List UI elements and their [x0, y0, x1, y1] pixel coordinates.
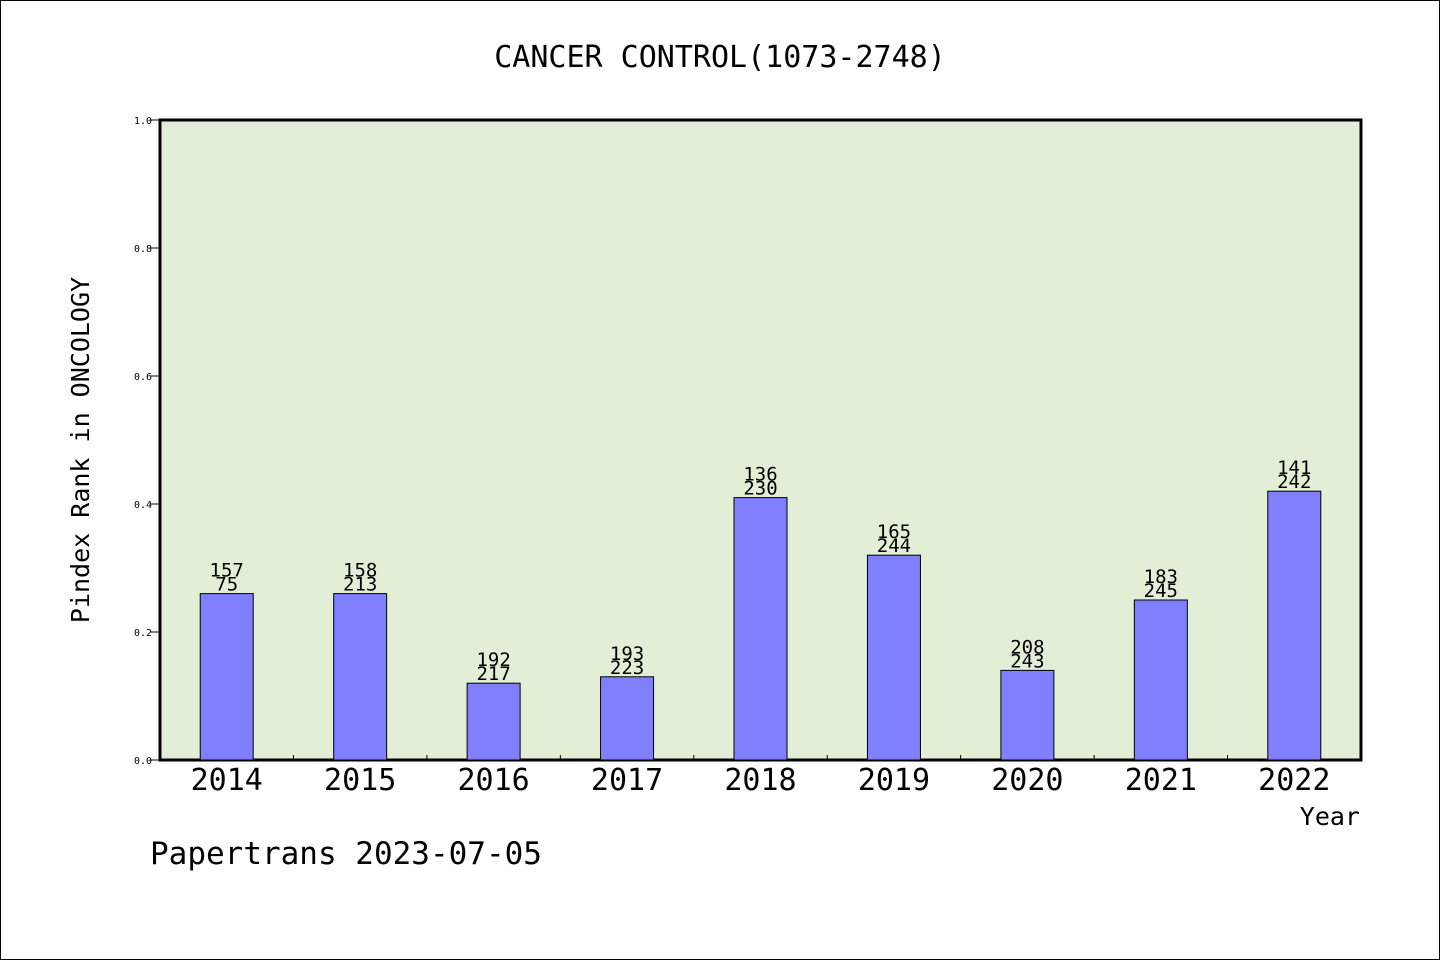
y-tick-label: 0.4	[134, 500, 152, 511]
y-tick-label: 0.6	[134, 372, 152, 383]
chart-title: CANCER CONTROL(1073-2748)	[494, 40, 946, 75]
y-tick-label: 0.2	[134, 628, 152, 639]
x-tick-label: 2021	[1125, 763, 1197, 798]
x-tick-label: 2020	[991, 763, 1063, 798]
bar-2014	[199, 593, 254, 761]
bar-label-bottom: 223	[610, 657, 644, 679]
x-tick-label: 2019	[858, 763, 930, 798]
bar-label-top: 165	[877, 521, 911, 543]
bar-label-bottom: 230	[743, 478, 777, 500]
bar-label-top: 208	[1010, 636, 1044, 658]
bar-labels: 1577515821319221719322313623016524420824…	[210, 457, 1312, 685]
bar-label-top: 158	[343, 560, 377, 582]
bar-2021	[1133, 599, 1188, 761]
bar-2016	[466, 682, 521, 761]
footer-credit: Papertrans 2023-07-05	[150, 836, 542, 872]
bar-label-top: 136	[743, 464, 777, 486]
bars	[199, 490, 1322, 761]
x-tick-label: 2018	[724, 763, 796, 798]
bar-label-bottom: 242	[1277, 471, 1311, 493]
bar-label-bottom: 245	[1144, 580, 1178, 602]
bar-label-bottom: 75	[215, 574, 238, 596]
x-axis	[292, 755, 1229, 760]
y-tick-label: 0.8	[134, 244, 152, 255]
bar-label-bottom: 217	[476, 663, 510, 685]
y-tick-label: 1.0	[134, 116, 152, 127]
bar-2015	[333, 593, 388, 761]
x-axis-label: Year	[1300, 802, 1360, 831]
bar-label-bottom: 213	[343, 574, 377, 596]
bar-2017	[600, 676, 655, 761]
bar-label-bottom: 244	[877, 535, 911, 557]
x-tick-label: 2017	[591, 763, 663, 798]
bar-label-top: 183	[1144, 566, 1178, 588]
bar-label-top: 157	[210, 560, 244, 582]
x-tick-label: 2022	[1258, 763, 1330, 798]
y-tick-label: 0.0	[134, 756, 152, 767]
x-tick-label: 2014	[191, 763, 263, 798]
y-axis: 0.0 0.2 0.4 0.6 0.8 1.0	[134, 116, 160, 767]
bar-2018	[733, 497, 788, 761]
bar-label-top: 193	[610, 643, 644, 665]
bar-2019	[866, 554, 921, 761]
x-tick-labels: 2014 2015 2016 2017 2018 2019 2020 2021 2022	[191, 763, 1331, 798]
bar-2022	[1267, 490, 1322, 761]
bar-label-bottom: 243	[1010, 650, 1044, 672]
y-axis-label: Pindex Rank in ONCOLOGY	[66, 277, 95, 623]
bar-label-top: 192	[476, 649, 510, 671]
bar-label-top: 141	[1277, 457, 1311, 479]
x-tick-label: 2016	[457, 763, 529, 798]
bar-2020	[1000, 669, 1055, 761]
x-tick-label: 2015	[324, 763, 396, 798]
